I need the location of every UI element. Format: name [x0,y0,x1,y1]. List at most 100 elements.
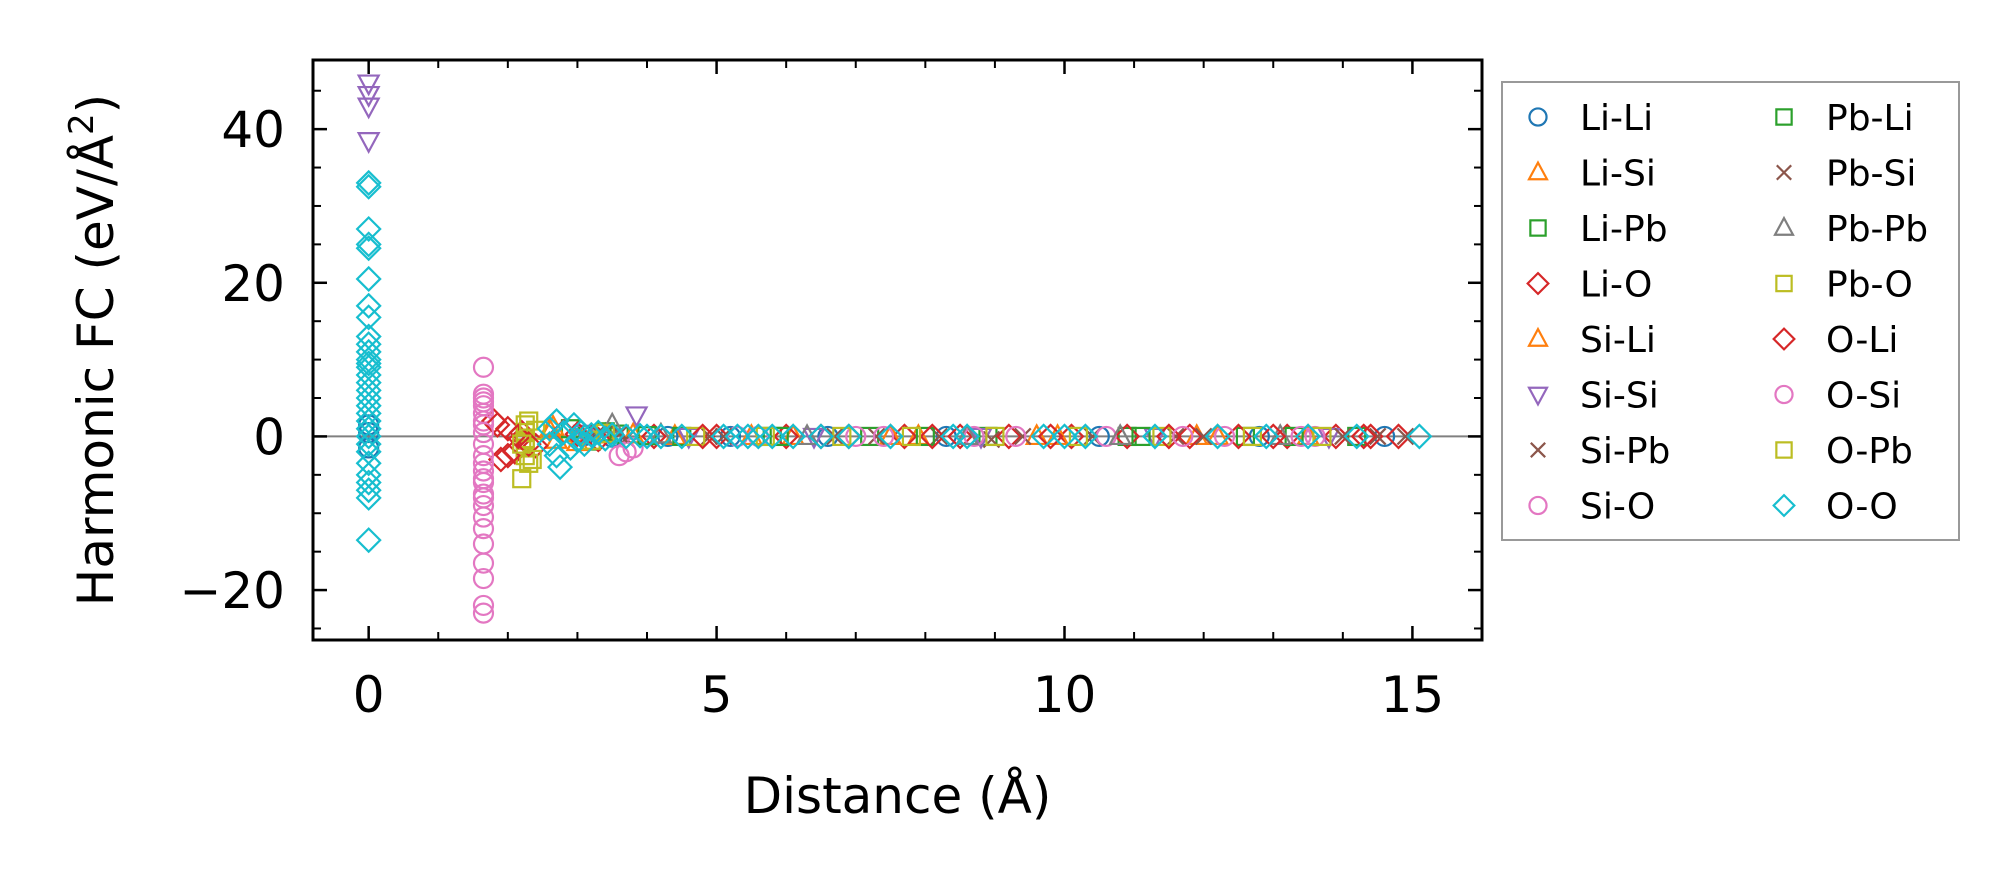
legend-label: O-Li [1826,320,1898,361]
data-point [512,469,532,489]
legend-marker [1528,495,1548,516]
data-point [356,132,381,154]
legend-item: O-Si [1774,376,1901,417]
data-point [613,423,640,450]
data-point [1204,423,1231,450]
data-point [1108,423,1133,446]
data-point [595,423,615,443]
axis-titles: Distance (Å) Harmonic FC (eV/Å2) [62,94,1051,825]
plot-frame [311,58,1484,642]
data-point [355,431,382,458]
legend-item: Pb-Li [1775,98,1914,139]
legend-marker [1530,442,1546,458]
data-point [1194,427,1213,446]
legend-marker [1774,384,1794,405]
data-point [519,411,539,431]
legend-marker [1775,108,1793,126]
legend-label: O-O [1826,487,1898,528]
legend-label: Pb-Si [1826,154,1916,195]
data-point [1343,423,1370,450]
data-point [578,421,605,448]
data-point [515,431,542,458]
data-point [915,426,935,447]
data-point [1368,427,1387,446]
legend-item: Pb-Pb [1773,209,1928,250]
legend-marker [1776,164,1792,181]
data-point [1312,426,1332,447]
data-point [1334,427,1352,446]
legend-marker [1526,271,1550,296]
data-point [1152,426,1172,447]
data-point [1005,425,1027,448]
axis-tick-labels: 0 5 10 15 −20 0 20 40 [179,101,1444,724]
data-point [1141,423,1169,450]
data-point [472,445,495,467]
x-axis-title: Distance (Å) [744,767,1052,825]
data-point [472,487,495,509]
legend-label: Li-O [1580,265,1652,306]
data-point [1290,425,1312,448]
x-tick-label: 10 [1033,666,1097,724]
series-o-pb [512,411,1262,470]
data-point [1088,425,1110,448]
legend-item: Li-Li [1528,98,1653,139]
data-point [1260,423,1287,450]
legend-marker [1527,160,1549,181]
legend-marker [1775,274,1793,293]
legend: Li-Li Li-Si Li-Pb Li-O Si-Li Si-Si Si-Pb Si-O Pb… [1501,81,1960,541]
legend-label: O-Si [1826,376,1901,417]
data-point [472,518,495,540]
data-point [954,423,981,450]
data-point [543,408,570,435]
legend-item: Pb-Si [1776,154,1916,195]
data-point [355,215,382,243]
data-point [1131,426,1151,447]
data-point [1253,423,1280,450]
legend-marker [1772,493,1796,518]
data-point [472,552,495,574]
y-axis-title: Harmonic FC (eV/Å2) [62,94,125,606]
data-point [995,423,1022,450]
data-point [1225,423,1252,450]
legend-label: O-Pb [1826,431,1913,472]
x-tick-label: 5 [701,666,733,724]
data-point [1294,423,1322,450]
data-point [472,567,495,590]
data-point [1406,423,1433,450]
x-tick-label: 0 [353,666,385,724]
data-point [522,449,542,470]
data-point [355,169,382,196]
y-tick-label: 40 [221,101,285,159]
data-point [512,434,532,454]
y-tick-label: 0 [253,408,285,466]
legend-item: Li-Pb [1529,209,1668,250]
data-point [1213,425,1236,448]
data-point [877,423,904,450]
data-point [755,426,775,447]
data-point [355,469,382,496]
data-point [647,423,674,450]
data-point [1051,423,1078,450]
legend-label: Si-Pb [1580,431,1670,472]
data-point [1172,425,1194,448]
data-point [780,423,807,450]
legend-label: Si-Si [1580,376,1659,417]
legend-item: Si-O [1528,487,1655,528]
data-point [355,231,382,258]
data-point [1013,427,1032,446]
series-o-o [355,169,1433,554]
data-point [1068,426,1089,447]
legend-label: Si-Li [1580,320,1656,361]
data-point [719,425,742,448]
y-axis-title-close: ) [67,94,125,114]
data-point [356,97,381,120]
data-point [600,411,625,434]
data-point [835,423,862,450]
data-point [734,423,761,450]
legend-item: O-Pb [1775,431,1913,472]
data-point [472,494,495,517]
data-point [689,423,716,450]
data-point [1242,426,1262,447]
legend-marker [1527,386,1549,407]
data-point [1176,423,1203,450]
